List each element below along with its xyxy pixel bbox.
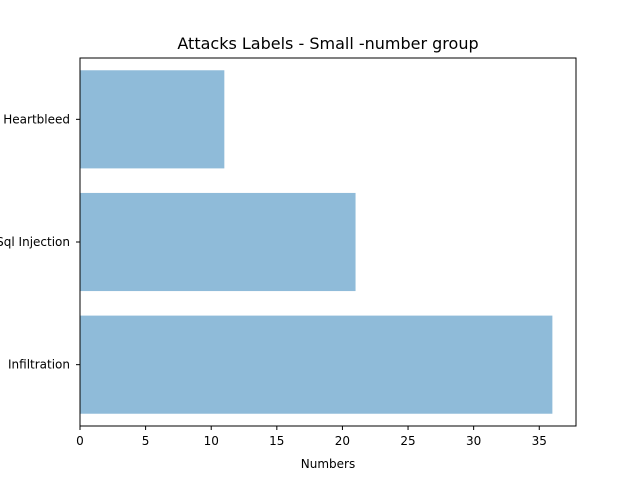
x-ticks-group: 0 5 10 15 20 25 30 35 — [76, 426, 547, 448]
bar-heartbleed — [80, 70, 225, 169]
x-tick-label: 5 — [142, 434, 150, 448]
bar-sql-injection — [80, 192, 356, 292]
y-tick-label: Heartbleed — [3, 112, 70, 126]
x-tick-label: 35 — [532, 434, 547, 448]
x-tick-label: 30 — [466, 434, 481, 448]
y-tick-label: Sql Injection — [0, 235, 70, 249]
x-tick-label: 10 — [204, 434, 219, 448]
x-tick-label: 20 — [335, 434, 350, 448]
y-ticks-group: Heartbleed Sql Injection Infiltration — [0, 112, 80, 372]
chart-title: Attacks Labels - Small -number group — [177, 34, 478, 53]
bar-infiltration — [80, 315, 553, 414]
x-tick-label: 25 — [400, 434, 415, 448]
x-tick-label: 15 — [269, 434, 284, 448]
bars-group — [80, 70, 553, 414]
x-axis-label: Numbers — [301, 457, 355, 471]
x-tick-label: 0 — [76, 434, 84, 448]
y-tick-label: Infiltration — [8, 358, 70, 372]
plot-frame — [79, 57, 577, 427]
